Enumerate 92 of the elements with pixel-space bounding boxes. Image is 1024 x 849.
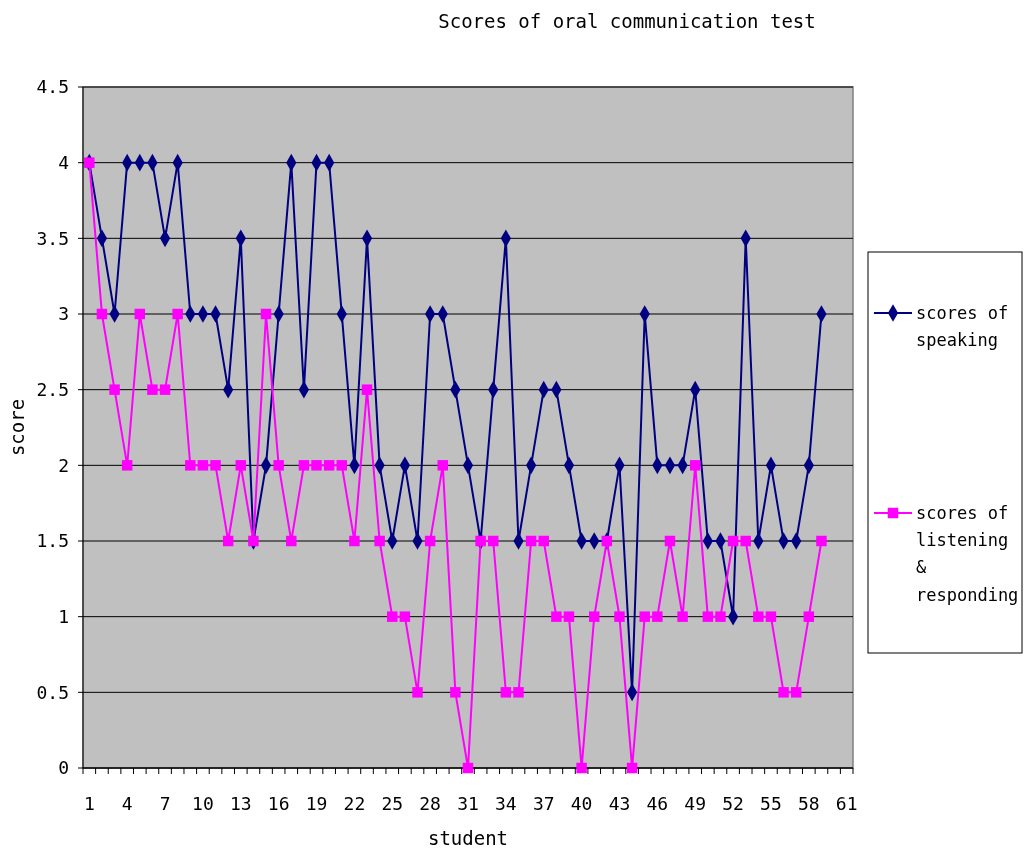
point bbox=[525, 535, 537, 547]
point bbox=[109, 384, 120, 395]
point bbox=[286, 535, 297, 547]
point bbox=[361, 384, 373, 395]
point bbox=[652, 611, 663, 622]
point bbox=[412, 687, 423, 698]
point bbox=[689, 460, 701, 471]
point bbox=[462, 762, 474, 774]
point bbox=[488, 535, 499, 547]
point bbox=[551, 611, 562, 622]
point bbox=[437, 460, 448, 471]
point bbox=[715, 611, 726, 622]
point bbox=[639, 611, 650, 622]
point bbox=[677, 611, 688, 622]
x-tick-label: 28 bbox=[419, 793, 441, 814]
y-tick-label: 0 bbox=[58, 757, 69, 779]
point bbox=[614, 611, 625, 622]
point bbox=[84, 157, 95, 168]
x-tick-label: 34 bbox=[495, 793, 517, 814]
y-axis-title: score bbox=[6, 398, 28, 457]
y-tick-label: 1 bbox=[58, 605, 69, 627]
point bbox=[765, 611, 777, 622]
point bbox=[740, 535, 751, 547]
point bbox=[626, 762, 638, 774]
point bbox=[273, 460, 284, 471]
point bbox=[753, 611, 764, 622]
point bbox=[563, 611, 575, 622]
point bbox=[210, 460, 221, 471]
point bbox=[159, 384, 171, 395]
point bbox=[134, 308, 146, 320]
point bbox=[387, 611, 398, 622]
legend-label: scores of speaking bbox=[916, 302, 1009, 351]
y-tick-label: 2.5 bbox=[36, 378, 69, 400]
point bbox=[538, 535, 549, 547]
x-tick-label: 43 bbox=[608, 793, 631, 814]
x-tick-label: 31 bbox=[457, 793, 479, 814]
chart-title: Scores of oral communication test bbox=[438, 10, 816, 32]
y-tick-label: 0.5 bbox=[36, 681, 69, 703]
point bbox=[576, 762, 587, 774]
point bbox=[235, 460, 247, 471]
x-tick-label: 58 bbox=[797, 793, 820, 814]
point bbox=[424, 535, 436, 547]
point bbox=[222, 535, 234, 547]
point bbox=[298, 460, 310, 471]
point bbox=[664, 535, 676, 547]
y-tick-label: 2 bbox=[58, 454, 69, 476]
point bbox=[399, 611, 411, 622]
x-tick-label: 4 bbox=[121, 793, 133, 814]
point bbox=[778, 687, 789, 698]
legend-label: scores of listening & responding bbox=[916, 502, 1019, 605]
x-tick-label: 55 bbox=[760, 793, 782, 814]
point bbox=[727, 535, 739, 547]
x-tick-label: 16 bbox=[267, 793, 290, 814]
x-tick-label: 25 bbox=[381, 793, 404, 814]
point bbox=[374, 535, 385, 547]
x-tick-label: 13 bbox=[229, 793, 252, 814]
x-tick-label: 22 bbox=[343, 793, 366, 814]
x-tick-label: 10 bbox=[192, 793, 214, 814]
point bbox=[185, 460, 196, 471]
y-tick-label: 4 bbox=[58, 151, 69, 173]
y-tick-label: 3 bbox=[58, 303, 69, 325]
point bbox=[197, 460, 209, 471]
x-tick-label: 61 bbox=[835, 793, 858, 814]
point bbox=[147, 384, 158, 395]
point bbox=[311, 460, 322, 471]
y-tick-label: 1.5 bbox=[36, 530, 69, 552]
x-tick-label: 46 bbox=[646, 793, 669, 814]
point bbox=[500, 687, 512, 698]
point bbox=[790, 687, 802, 698]
x-tick-label: 49 bbox=[684, 793, 707, 814]
x-tick-label: 52 bbox=[722, 793, 744, 814]
point bbox=[513, 687, 524, 698]
point bbox=[96, 308, 108, 320]
point bbox=[803, 611, 815, 622]
y-tick-label: 4.5 bbox=[36, 76, 69, 98]
point bbox=[450, 687, 461, 698]
point bbox=[816, 535, 827, 547]
x-tick-label: 37 bbox=[532, 793, 555, 814]
x-tick-label: 1 bbox=[83, 793, 95, 814]
x-tick-label: 7 bbox=[159, 793, 171, 814]
point bbox=[172, 308, 183, 320]
y-tick-label: 3.5 bbox=[36, 227, 69, 249]
point bbox=[349, 535, 360, 547]
x-tick-label: 40 bbox=[570, 793, 593, 814]
x-tick-label: 19 bbox=[305, 793, 328, 814]
point bbox=[323, 460, 335, 471]
point bbox=[702, 611, 714, 622]
point bbox=[260, 308, 272, 320]
point bbox=[588, 611, 600, 622]
point bbox=[121, 460, 133, 471]
x-axis-title: student bbox=[427, 827, 509, 849]
point bbox=[336, 460, 348, 471]
